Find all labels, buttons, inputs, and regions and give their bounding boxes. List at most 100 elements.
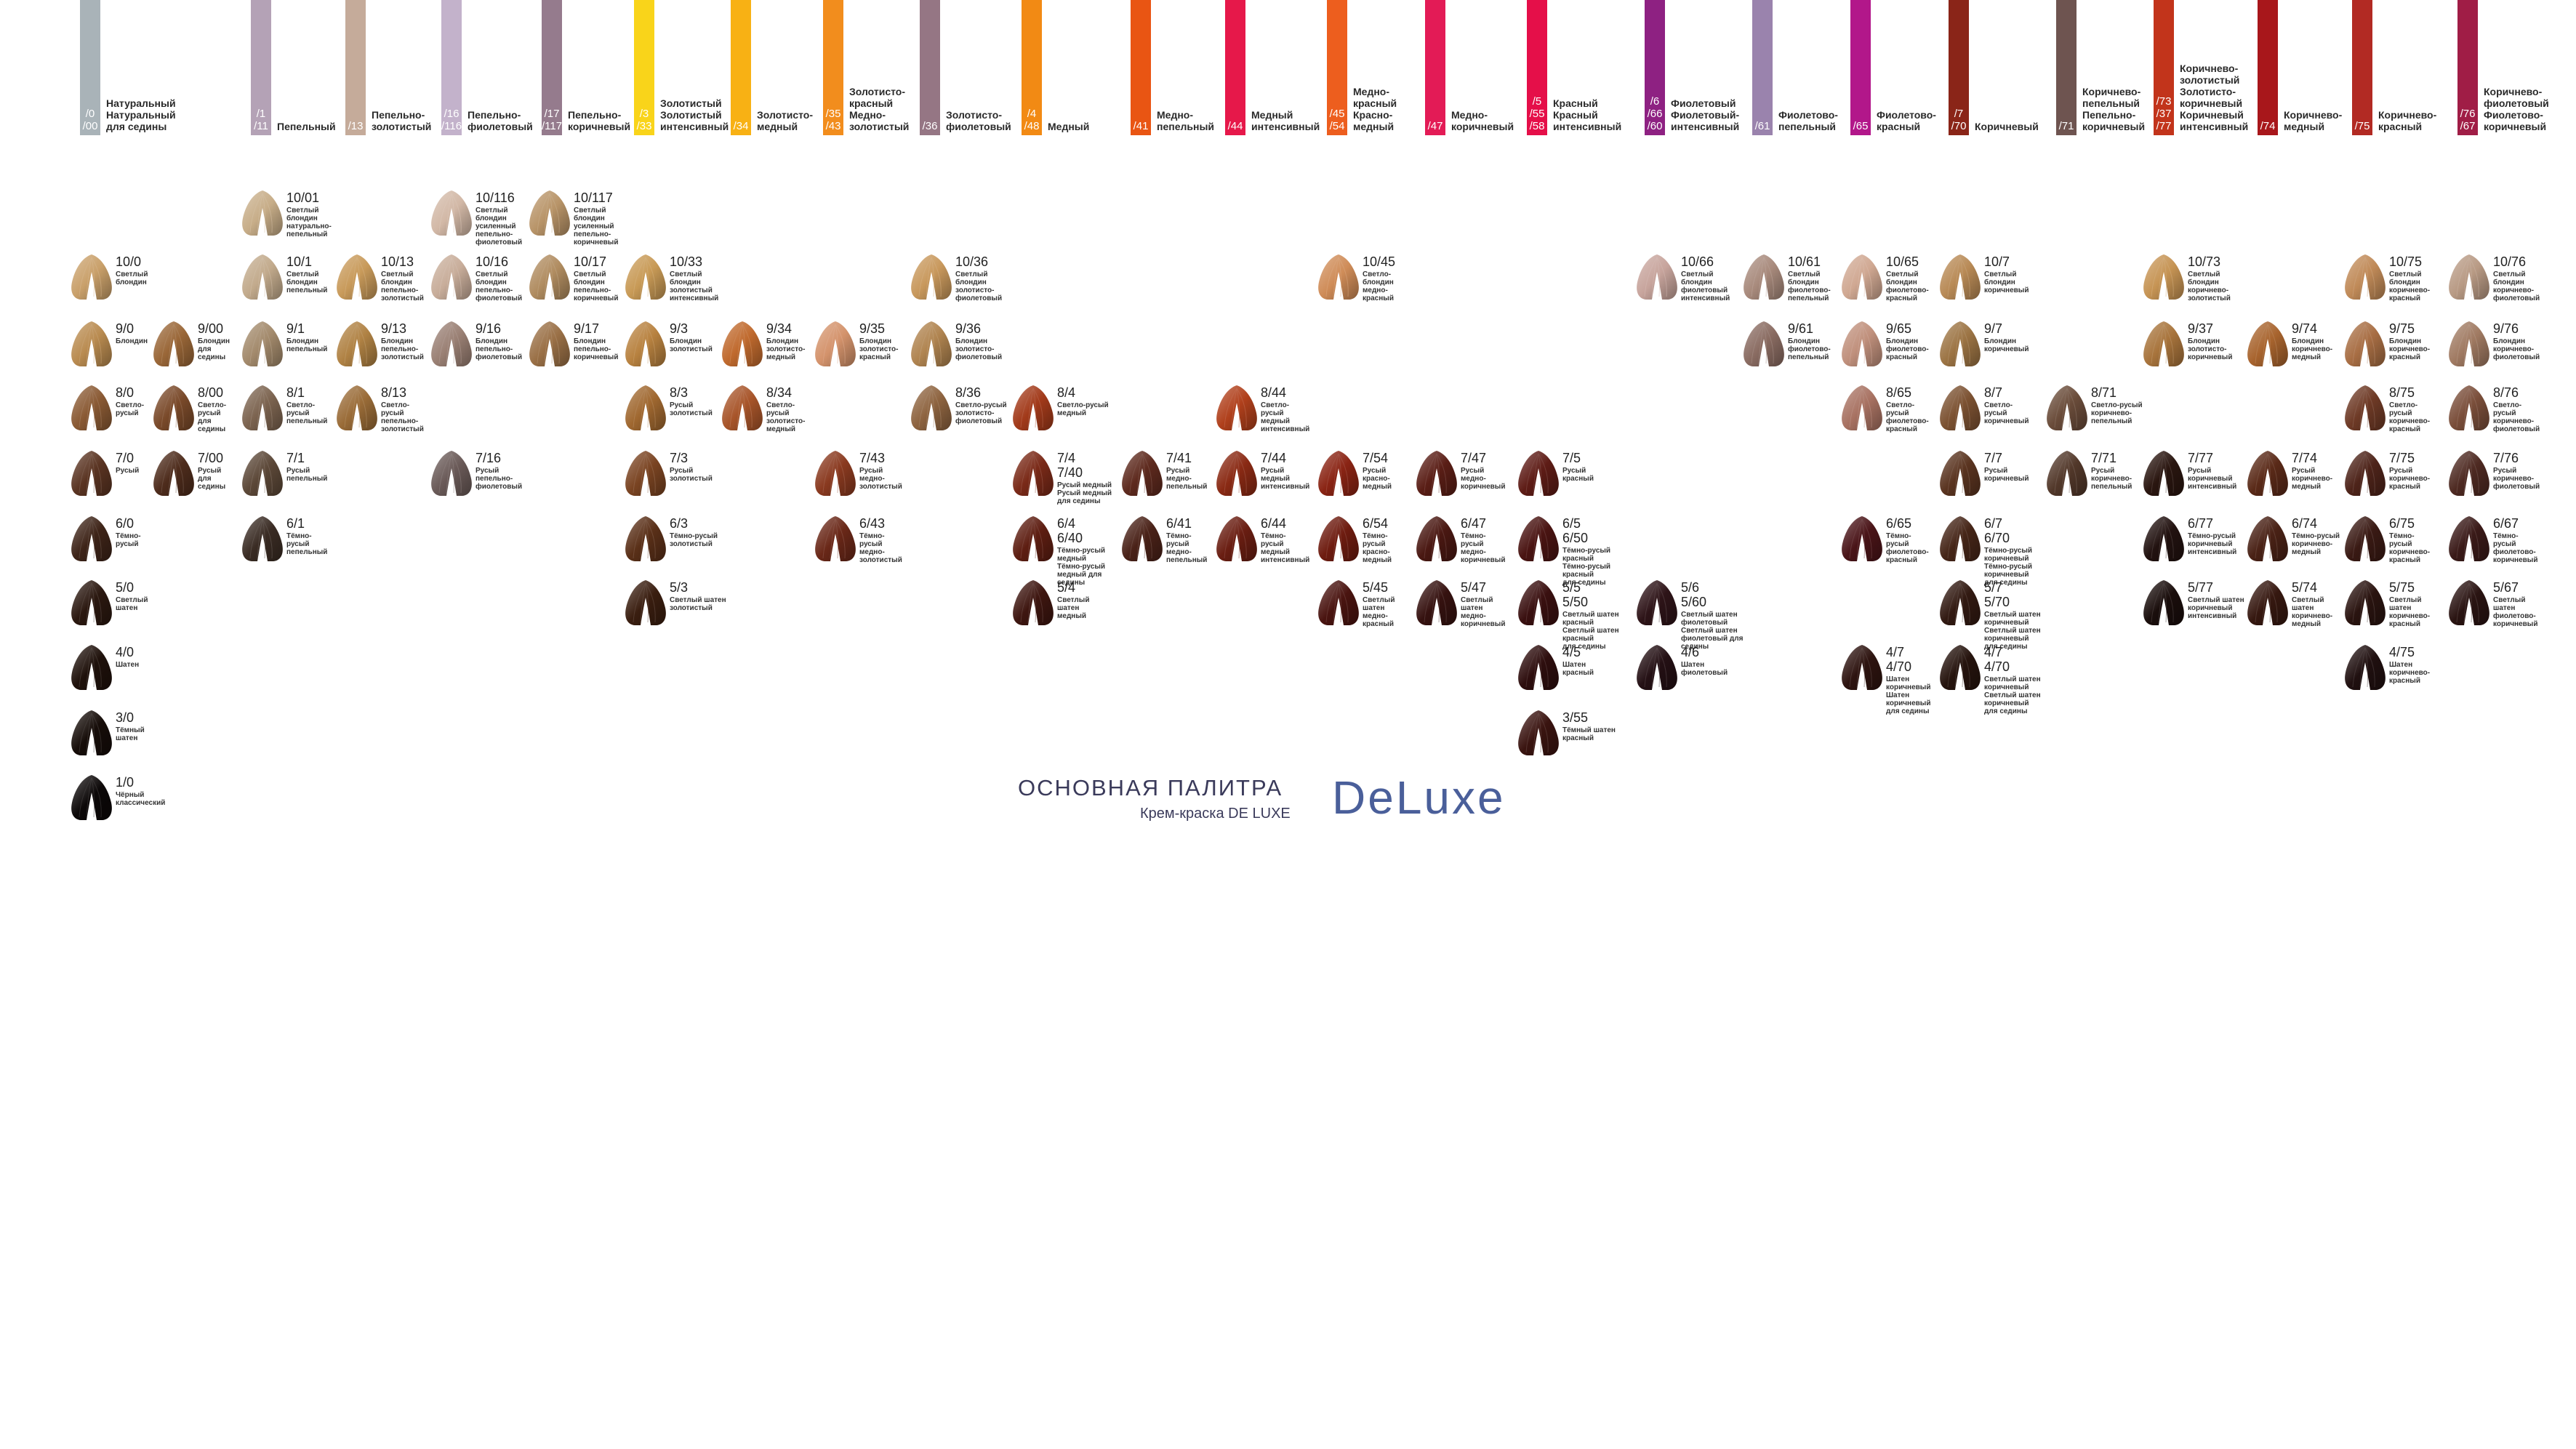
shade-code: 9/13 (381, 321, 407, 336)
shade-column-codes: /13 (348, 120, 364, 132)
shade-code: 5/4 (1057, 580, 1076, 595)
shade-code: 8/71 (2091, 385, 2117, 400)
hair-lock-icon (71, 580, 112, 625)
shade-code: 10/17 (574, 254, 607, 269)
hair-lock-icon (1013, 385, 1054, 430)
hair-lock-icon (2449, 580, 2489, 625)
shade-code: 4/7 4/70 (1886, 645, 1912, 674)
shade-column-name: Медно- красный Красно- медный (1353, 86, 1397, 132)
shade-description: Русый пепельно- фиолетовый (476, 467, 523, 491)
shade-description: Русый для седины (198, 467, 226, 491)
shade-description: Блондин для седины (198, 337, 230, 361)
hair-lock-icon (1518, 580, 1559, 625)
shade-code: 7/7 (1984, 451, 2003, 465)
shade-code: 7/0 (116, 451, 135, 465)
shade-column-codes: /35 /43 (825, 108, 841, 132)
shade-column-name: Коричневый (1975, 121, 2039, 132)
hair-lock-icon (2345, 516, 2386, 561)
shade-code: 10/61 (1788, 254, 1821, 269)
shade-column-codes: /1 /11 (254, 108, 268, 132)
hair-lock-icon (71, 451, 112, 496)
shade-code: 10/76 (2493, 254, 2527, 269)
hair-lock-icon (2143, 516, 2184, 561)
shade-description: Светло- русый для седины (198, 401, 227, 433)
shade-description: Светло- русый коричнево- фиолетовый (2493, 401, 2540, 433)
shade-code: 8/36 (955, 385, 982, 400)
shade-column-name: Фиолетово- пепельный (1778, 109, 1838, 132)
palette-title: ОСНОВНАЯ ПАЛИТРА (1018, 775, 1283, 800)
hair-lock-icon (815, 321, 856, 366)
shade-description: Светлый блондин пепельно- золотистый (381, 270, 424, 302)
hair-lock-icon (2047, 385, 2087, 430)
shade-description: Светлый блондин натурально- пепельный (286, 206, 332, 238)
hair-lock-icon (71, 775, 112, 820)
hair-lock-icon (2345, 321, 2386, 366)
shade-code: 3/0 (116, 710, 135, 725)
hair-lock-icon (1122, 516, 1163, 561)
shade-column-codes: /47 (1427, 120, 1443, 132)
shade-description: Русый коричневый (1984, 467, 2029, 483)
hair-lock-icon (242, 385, 283, 430)
shade-column-header: /17 /117 Пепельно- коричневый (542, 0, 630, 135)
shade-description: Светлый блондин (116, 270, 148, 286)
shade-description: Тёмно- русый фиолетово- коричневый (2493, 532, 2538, 564)
shade-description: Светлый шатен коричнево- медный (2292, 596, 2333, 628)
shade-description: Светлый шатен фиолетовый Светлый шатен ф… (1681, 611, 1744, 651)
hair-lock-icon (242, 516, 283, 561)
shade-code: 9/65 (1886, 321, 1912, 336)
shade-code: 6/4 6/40 (1057, 516, 1083, 545)
shade-description: Светлый блондин фиолетово- красный (1886, 270, 1929, 302)
shade-code: 8/13 (381, 385, 407, 400)
hair-lock-icon (1518, 645, 1559, 690)
shade-code: 9/7 (1984, 321, 2003, 336)
shade-description: Светло- блондин медно- красный (1363, 270, 1394, 302)
hair-lock-icon (431, 254, 472, 300)
shade-description: Светло- русый медный интенсивный (1261, 401, 1310, 433)
shade-description: Светлый шатен коричнево- красный (2389, 596, 2431, 628)
shade-code: 5/75 (2389, 580, 2415, 595)
hair-lock-icon (529, 321, 570, 366)
shade-description: Шатен (116, 661, 140, 669)
shade-code: 7/74 (2292, 451, 2318, 465)
hair-lock-icon (2047, 451, 2087, 496)
shade-column-name: Медно- коричневый (1451, 109, 1514, 132)
shade-column-header: /16 /116 Пепельно- фиолетовый (441, 0, 533, 135)
shade-description: Светлый блондин коричнево- фиолетовый (2493, 270, 2540, 302)
shade-code: 8/34 (766, 385, 793, 400)
hair-lock-icon (1940, 580, 1981, 625)
shade-description: Тёмно- русый медно- коричневый (1461, 532, 1506, 564)
hair-lock-icon (242, 321, 283, 366)
shade-code: 7/00 (198, 451, 224, 465)
hair-lock-icon (625, 451, 666, 496)
shade-code: 6/5 6/50 (1562, 516, 1589, 545)
hair-lock-icon (1416, 516, 1457, 561)
shade-description: Светлый блондин коричнево- золотистый (2188, 270, 2231, 302)
hair-lock-icon (2143, 254, 2184, 300)
shade-description: Русый медно- коричневый (1461, 467, 1506, 491)
shade-column-header: /35 /43 Золотисто- красный Медно- золотис… (823, 0, 909, 135)
hair-lock-icon (431, 451, 472, 496)
shade-code: 7/75 (2389, 451, 2415, 465)
shade-description: Светлый блондин коричнево- красный (2389, 270, 2431, 302)
shade-code: 8/7 (1984, 385, 2003, 400)
hair-lock-icon (71, 516, 112, 561)
shade-code: 10/7 (1984, 254, 2010, 269)
shade-column-codes: /73 /37 /77 (2156, 95, 2172, 132)
shade-description: Тёмно- русый красно- медный (1363, 532, 1392, 564)
shade-column-codes: /16 /116 (441, 108, 462, 132)
shade-description: Светлый блондин усиленный пепельно- фиол… (476, 206, 523, 246)
shade-code: 9/0 (116, 321, 135, 336)
shade-column-codes: /71 (2058, 120, 2074, 132)
shade-code: 7/71 (2091, 451, 2117, 465)
hair-lock-icon (2143, 321, 2184, 366)
hair-lock-icon (625, 321, 666, 366)
shade-code: 5/0 (116, 580, 135, 595)
hair-lock-icon (1216, 451, 1257, 496)
hair-lock-icon (1216, 516, 1257, 561)
shade-code: 10/36 (955, 254, 989, 269)
shade-code: 6/1 (286, 516, 305, 531)
shade-description: Тёмно- русый фиолетово- красный (1886, 532, 1929, 564)
shade-column-name: Коричнево- золотистый Золотисто- коричне… (2180, 63, 2249, 132)
shade-description: Тёмно- русый пепельный (286, 532, 328, 556)
shade-description: Светлый шатен коричневый интенсивный (2188, 596, 2244, 620)
